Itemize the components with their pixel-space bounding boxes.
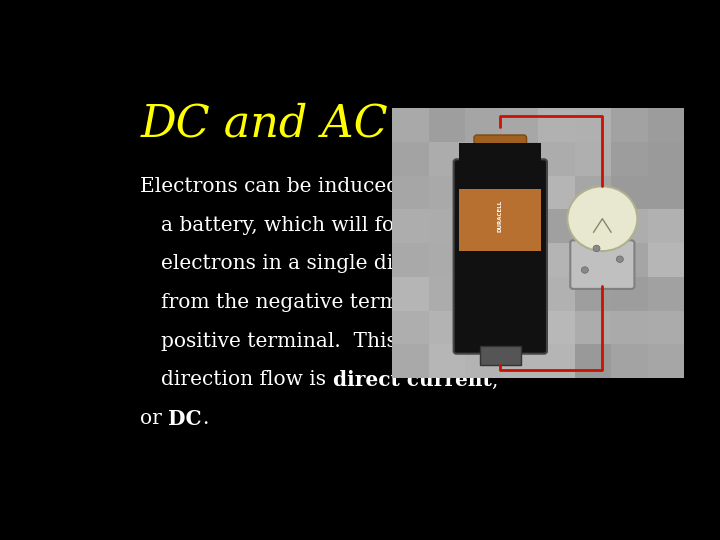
Text: a battery, which will force: a battery, which will force — [161, 216, 428, 235]
Bar — [611, 310, 647, 345]
Bar — [539, 141, 575, 176]
Bar — [611, 345, 647, 378]
Bar — [392, 176, 429, 209]
Bar — [539, 108, 575, 141]
Bar — [502, 108, 539, 141]
Bar — [539, 209, 575, 243]
Text: DC and AC: DC and AC — [140, 102, 388, 145]
Bar — [575, 176, 611, 209]
Bar — [647, 176, 684, 209]
Text: ,: , — [492, 370, 498, 389]
Bar — [647, 310, 684, 345]
Bar — [465, 141, 502, 176]
Bar — [647, 108, 684, 141]
Bar — [429, 310, 465, 345]
Bar — [502, 209, 539, 243]
Text: DURACELL: DURACELL — [498, 200, 503, 232]
FancyBboxPatch shape — [570, 240, 634, 289]
Bar — [465, 243, 502, 276]
Bar — [392, 141, 429, 176]
Bar — [611, 108, 647, 141]
Bar — [575, 243, 611, 276]
Bar — [575, 276, 611, 310]
Bar — [611, 141, 647, 176]
Bar — [465, 108, 502, 141]
FancyBboxPatch shape — [474, 135, 526, 165]
Bar — [429, 141, 465, 176]
Bar — [392, 243, 429, 276]
Circle shape — [593, 245, 600, 252]
Bar — [539, 243, 575, 276]
Text: direct current: direct current — [333, 370, 492, 390]
Bar — [502, 176, 539, 209]
Circle shape — [581, 267, 588, 273]
Bar — [429, 176, 465, 209]
Bar — [392, 209, 429, 243]
Bar — [575, 209, 611, 243]
Bar — [392, 345, 429, 378]
Bar — [647, 209, 684, 243]
Bar — [647, 141, 684, 176]
Bar — [611, 243, 647, 276]
Bar — [392, 276, 429, 310]
Bar — [575, 108, 611, 141]
Bar — [429, 209, 465, 243]
Bar — [465, 345, 502, 378]
Bar — [392, 108, 429, 141]
Bar — [459, 170, 541, 256]
Bar — [429, 276, 465, 310]
Circle shape — [616, 256, 624, 262]
Bar — [539, 310, 575, 345]
Bar — [647, 276, 684, 310]
Bar — [465, 276, 502, 310]
Bar — [539, 345, 575, 378]
Text: electrons in a single direction,: electrons in a single direction, — [161, 254, 473, 273]
Bar — [459, 143, 541, 189]
Bar — [465, 176, 502, 209]
Text: direction flow is: direction flow is — [161, 370, 333, 389]
Text: from the negative terminal to the: from the negative terminal to the — [161, 293, 503, 312]
Bar — [502, 276, 539, 310]
Bar — [611, 209, 647, 243]
Bar — [392, 310, 429, 345]
Text: or: or — [140, 409, 168, 428]
Bar — [459, 251, 541, 324]
Bar — [647, 243, 684, 276]
Circle shape — [567, 186, 637, 251]
Text: .: . — [202, 409, 208, 428]
Bar — [502, 310, 539, 345]
Bar — [611, 176, 647, 209]
Bar — [575, 310, 611, 345]
Bar — [502, 345, 539, 378]
Bar — [502, 141, 539, 176]
Bar — [647, 345, 684, 378]
Bar — [429, 243, 465, 276]
Text: Electrons can be induced to flow by: Electrons can be induced to flow by — [140, 177, 507, 196]
Bar — [480, 346, 521, 365]
Bar — [539, 176, 575, 209]
Bar — [539, 276, 575, 310]
Bar — [575, 345, 611, 378]
Bar — [465, 209, 502, 243]
Bar — [502, 243, 539, 276]
Text: positive terminal.  This single-: positive terminal. This single- — [161, 332, 472, 351]
Bar — [611, 276, 647, 310]
Bar — [429, 108, 465, 141]
Text: DC: DC — [168, 409, 202, 429]
Bar — [575, 141, 611, 176]
Bar — [465, 310, 502, 345]
FancyBboxPatch shape — [454, 159, 547, 354]
Bar — [429, 345, 465, 378]
